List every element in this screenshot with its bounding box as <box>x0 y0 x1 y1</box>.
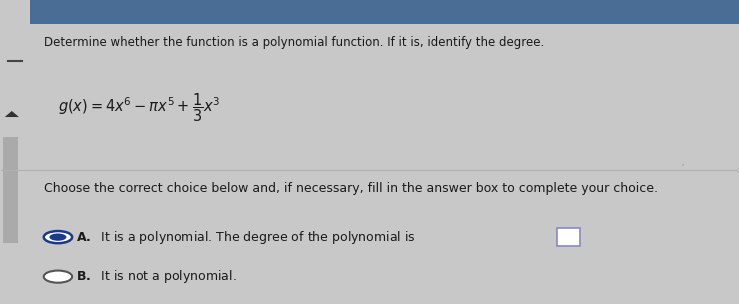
Bar <box>30 0 739 24</box>
Text: Choose the correct choice below and, if necessary, fill in the answer box to com: Choose the correct choice below and, if … <box>44 182 658 195</box>
Circle shape <box>50 233 67 241</box>
Circle shape <box>44 271 72 283</box>
Bar <box>3 137 18 243</box>
Text: $\mathbf{A.}$  It is a polynomial. The degree of the polynomial is: $\mathbf{A.}$ It is a polynomial. The de… <box>75 229 415 246</box>
Text: $\mathbf{B.}$  It is not a polynomial.: $\mathbf{B.}$ It is not a polynomial. <box>75 268 236 285</box>
Circle shape <box>738 167 739 174</box>
Circle shape <box>44 231 72 243</box>
Text: Determine whether the function is a polynomial function. If it is, identify the : Determine whether the function is a poly… <box>44 36 544 50</box>
Text: $g(x) = 4x^6 - \pi x^5 + \dfrac{1}{3}x^3$: $g(x) = 4x^6 - \pi x^5 + \dfrac{1}{3}x^3… <box>58 91 220 124</box>
Polygon shape <box>4 111 19 117</box>
Text: ,: , <box>681 160 684 166</box>
FancyBboxPatch shape <box>557 228 580 246</box>
